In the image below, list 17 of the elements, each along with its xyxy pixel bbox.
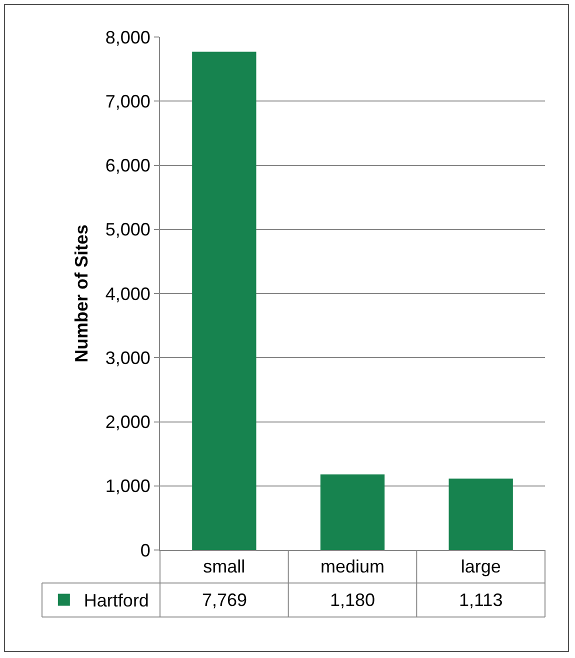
y-axis-title: Number of Sites [72, 224, 92, 363]
y-tick-label: 7,000 [105, 91, 150, 112]
x-tick-label: medium [320, 556, 385, 577]
x-tick-label: small [203, 556, 246, 577]
legend-label: Hartford [84, 590, 149, 611]
y-tick-label: 6,000 [105, 156, 150, 176]
x-tick-label: large [460, 556, 501, 577]
y-tick-label: 5,000 [105, 220, 150, 240]
y-tick-label: 2,000 [105, 412, 150, 432]
data-label: 1,180 [330, 590, 376, 610]
y-tick-label: 3,000 [105, 348, 150, 368]
data-label: 7,769 [202, 590, 248, 610]
y-tick-label: 4,000 [105, 284, 150, 304]
data-label: 1,113 [459, 590, 503, 610]
y-tick-label: 8,000 [105, 27, 150, 48]
y-tick-label: 1,000 [105, 476, 150, 496]
y-tick-label: 0 [140, 540, 150, 560]
